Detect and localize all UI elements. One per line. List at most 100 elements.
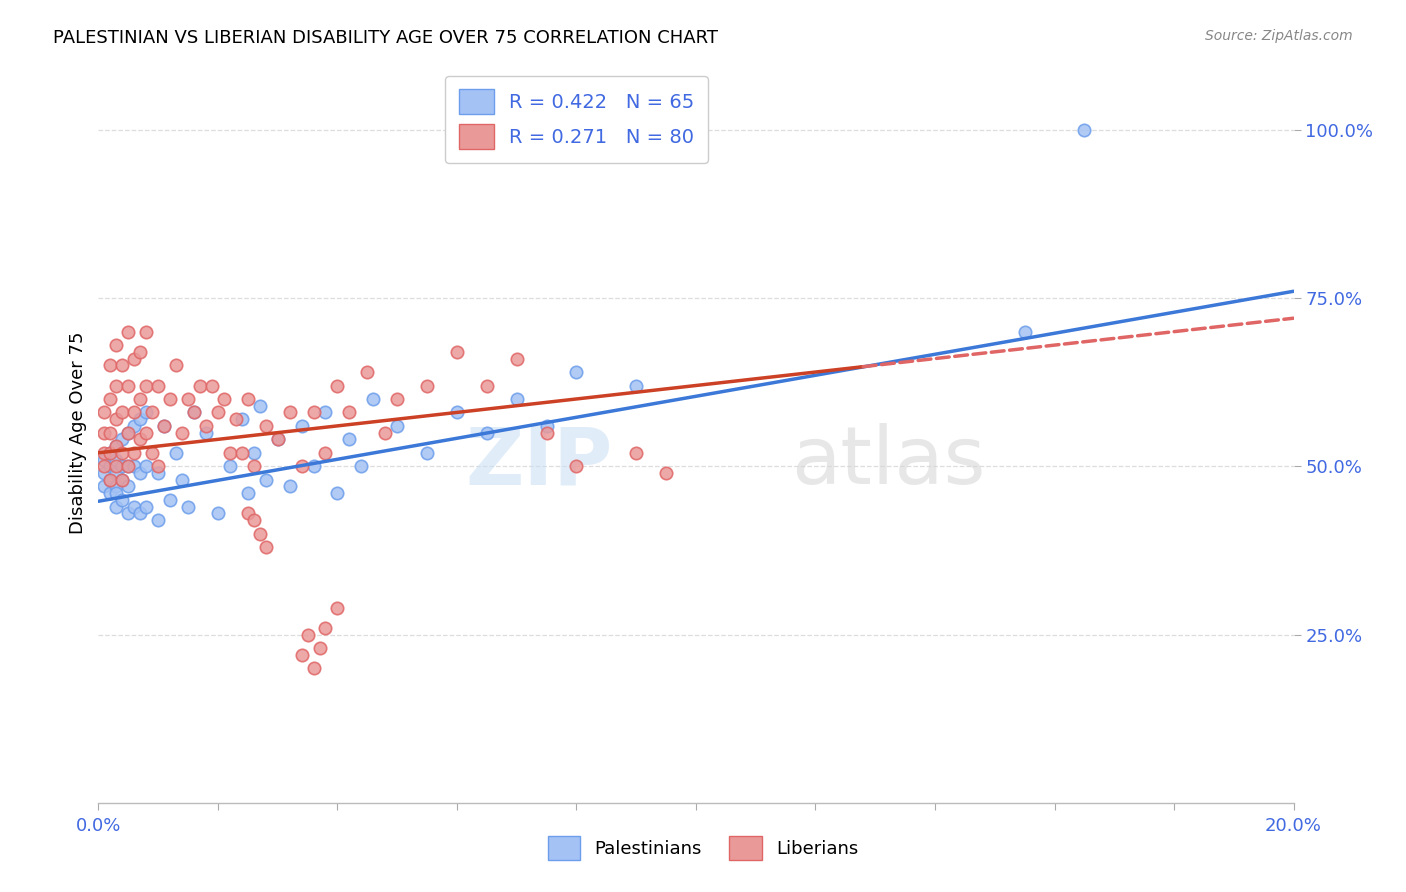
Point (111, 433, 134, 447)
Point (207, 507, 229, 521)
Point (315, 405, 337, 419)
Point (129, 433, 152, 447)
Point (626, 378, 648, 392)
Point (159, 492, 181, 507)
Point (172, 425, 194, 440)
Point (326, 486, 349, 500)
Point (129, 466, 152, 480)
Point (111, 405, 134, 419)
Point (356, 365, 378, 379)
Point (506, 351, 529, 366)
Point (626, 446, 648, 460)
Point (105, 452, 128, 467)
Legend: Palestinians, Liberians: Palestinians, Liberians (540, 830, 866, 867)
Point (195, 418, 218, 433)
Point (105, 500, 128, 514)
Point (219, 446, 242, 460)
Point (231, 446, 253, 460)
Point (475, 378, 498, 392)
Point (111, 359, 134, 373)
Point (1014, 325, 1036, 339)
Point (363, 392, 385, 406)
Point (93, 459, 115, 474)
Point (93, 452, 115, 467)
Point (195, 425, 218, 440)
Legend: R = 0.422   N = 65, R = 0.271   N = 80: R = 0.422 N = 65, R = 0.271 N = 80 (444, 76, 709, 162)
Point (278, 479, 301, 493)
Point (98, 446, 122, 460)
Point (117, 378, 139, 392)
Point (236, 392, 259, 406)
Point (172, 473, 194, 487)
Point (98, 473, 122, 487)
Point (278, 405, 301, 419)
Point (93, 425, 115, 440)
Point (207, 405, 229, 419)
Point (236, 507, 259, 521)
Point (117, 479, 139, 493)
Point (291, 418, 314, 433)
Point (254, 540, 277, 554)
Point (308, 640, 330, 655)
Point (339, 405, 361, 419)
Point (350, 459, 373, 474)
Point (188, 378, 211, 392)
Point (98, 359, 122, 373)
Point (148, 466, 170, 480)
Point (385, 418, 409, 433)
Point (148, 378, 170, 392)
Point (212, 392, 235, 406)
Point (249, 526, 271, 541)
Point (385, 392, 409, 406)
Point (267, 433, 290, 447)
Point (165, 359, 187, 373)
Point (339, 433, 361, 447)
Text: Source: ZipAtlas.com: Source: ZipAtlas.com (1205, 29, 1353, 43)
Point (148, 459, 170, 474)
Point (416, 446, 439, 460)
Text: PALESTINIAN VS LIBERIAN DISABILITY AGE OVER 75 CORRELATION CHART: PALESTINIAN VS LIBERIAN DISABILITY AGE O… (53, 29, 718, 46)
Point (243, 446, 266, 460)
Point (177, 392, 200, 406)
Point (254, 418, 277, 433)
Point (135, 325, 157, 339)
Point (117, 325, 139, 339)
Point (105, 486, 128, 500)
Point (446, 344, 468, 359)
Point (135, 425, 157, 440)
Point (117, 425, 139, 440)
Point (135, 500, 157, 514)
Point (111, 473, 134, 487)
Point (416, 378, 439, 392)
Point (111, 459, 134, 474)
Point (124, 459, 146, 474)
Point (565, 365, 588, 379)
Point (254, 473, 277, 487)
Point (446, 405, 468, 419)
Point (183, 405, 205, 419)
Point (105, 466, 128, 480)
Point (135, 459, 157, 474)
Point (219, 459, 242, 474)
Point (267, 433, 290, 447)
Point (183, 405, 205, 419)
Text: ZIP: ZIP (465, 423, 613, 501)
Point (129, 392, 152, 406)
Point (231, 412, 253, 426)
Text: atlas: atlas (792, 423, 986, 501)
Point (135, 405, 157, 419)
Point (148, 513, 170, 527)
Point (326, 600, 349, 615)
Point (153, 418, 176, 433)
Point (135, 378, 157, 392)
Point (117, 425, 139, 440)
Point (129, 412, 152, 426)
Point (98, 446, 122, 460)
Point (93, 405, 115, 419)
Point (105, 338, 128, 352)
Point (565, 459, 588, 474)
Point (291, 648, 314, 662)
Point (177, 500, 200, 514)
Point (124, 446, 146, 460)
Point (236, 486, 259, 500)
